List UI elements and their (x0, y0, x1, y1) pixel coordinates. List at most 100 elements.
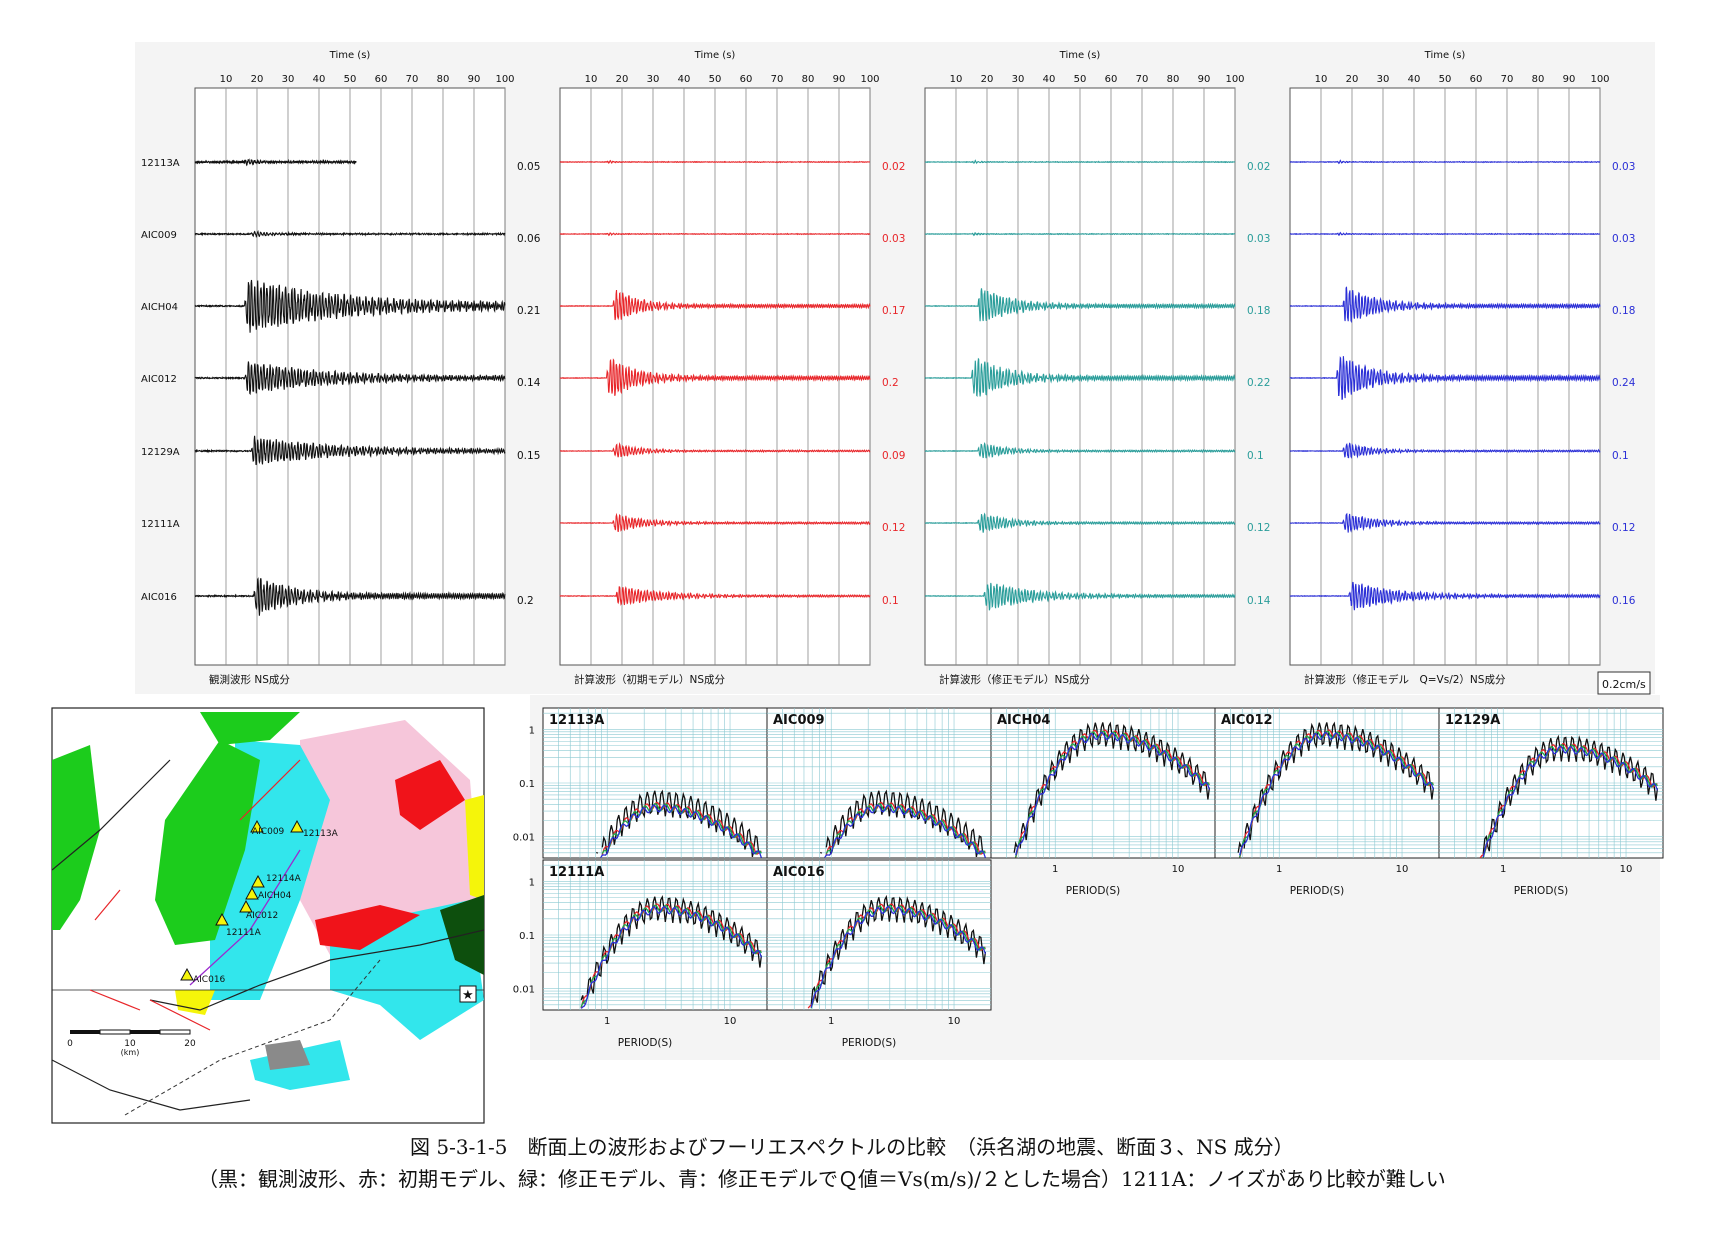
peak-value-12129A: 0.09 (882, 450, 905, 462)
peak-value-AIC009: 0.03 (882, 233, 905, 245)
spectrum-panel-12111A: 12111A 1 0.1 0.01 1 10 PERIOD(S) (513, 859, 768, 1049)
map-dashed-line (124, 959, 381, 1116)
trace-AICH04 (194, 279, 506, 333)
peak-value-AICH04: 0.21 (517, 305, 540, 317)
spectrum-x-tick-label: 1 (1052, 864, 1058, 875)
spectrum-x-axis-label: PERIOD(S) (1290, 885, 1345, 897)
peak-value-AIC012: 0.24 (1612, 377, 1636, 389)
trace-12111A (1289, 512, 1601, 533)
time-tick-label: 30 (647, 74, 660, 85)
station-label: AIC012 (141, 374, 177, 385)
station-label: 12113A (141, 158, 180, 169)
map-station-label: 12114A (266, 874, 302, 884)
time-tick-label: 30 (1012, 74, 1025, 85)
trace-AICH04 (559, 289, 871, 321)
waveform-panel-q: Time (s) 10 20 30 40 50 60 70 80 90 100 0.03 0.03 0.1… (1289, 50, 1636, 686)
map-region-gray (265, 1040, 310, 1070)
trace-12113A (1289, 159, 1601, 165)
peak-value-AIC016: 0.16 (1612, 595, 1636, 607)
trace-AIC009 (194, 229, 506, 238)
time-axis-label: Time (s) (694, 50, 736, 61)
spectrum-x-tick-label: 10 (724, 1016, 737, 1027)
trace-AICH04 (924, 288, 1236, 322)
trace-12129A (924, 441, 1236, 459)
spectrum-curve-q-modified (1482, 745, 1659, 858)
spectrum-panel-AIC016: AIC016 1 10 PERIOD(S) (766, 859, 992, 1049)
peak-value-AICH04: 0.18 (1247, 305, 1270, 317)
scale-label: 0.2cm/s (1602, 678, 1646, 691)
time-tick-label: 90 (468, 74, 481, 85)
time-tick-label: 40 (678, 74, 691, 85)
peak-value-AIC016: 0.1 (882, 595, 899, 607)
trace-12129A (194, 435, 506, 466)
map-region-green (52, 745, 100, 930)
trace-12111A (924, 512, 1236, 533)
time-tick-label: 70 (1136, 74, 1149, 85)
trace-AIC012 (924, 357, 1236, 397)
spectrum-curve-q-modified (810, 905, 987, 1008)
time-tick-label: 60 (375, 74, 388, 85)
map-region-green-3 (200, 712, 300, 745)
spectrum-panel-12129A: 12129A 1 10 PERIOD(S) (1438, 707, 1664, 897)
trace-12113A (559, 159, 870, 164)
peak-value-12113A: 0.05 (517, 161, 540, 173)
time-tick-label: 40 (1408, 74, 1421, 85)
map-station-label: AIC012 (246, 911, 278, 921)
time-tick-label: 40 (313, 74, 326, 85)
spectrum-x-tick-label: 1 (828, 1016, 834, 1027)
peak-value-12111A: 0.12 (882, 522, 905, 534)
spectrum-y-tick-label: 0.1 (519, 931, 535, 942)
scale-bar-segment (159, 1029, 191, 1035)
spectrum-x-axis-label: PERIOD(S) (842, 1037, 897, 1049)
map-station-label: AIC009 (252, 827, 285, 837)
trace-12113A (194, 158, 357, 167)
spectrum-x-tick-label: 10 (1620, 864, 1633, 875)
time-tick-label: 100 (495, 74, 514, 85)
map-region-yellow (465, 795, 484, 900)
spectrum-y-tick-label: 1 (529, 877, 535, 888)
scale-bar-tick-label: 0 (67, 1039, 73, 1049)
trace-12113A (924, 159, 1236, 165)
spectrum-station-label: AIC012 (1221, 713, 1273, 728)
time-tick-label: 100 (1225, 74, 1244, 85)
spectrum-curve-observed (1013, 721, 1211, 853)
spectrum-panel-AIC009: AIC009 (766, 707, 992, 858)
peak-value-12113A: 0.02 (1247, 161, 1270, 173)
time-axis-label: Time (s) (1424, 50, 1466, 61)
peak-value-12113A: 0.03 (1612, 161, 1635, 173)
map-station-label: AICH04 (258, 891, 292, 901)
station-label: AIC009 (141, 230, 177, 241)
spectrum-y-tick-label: 0.01 (513, 985, 535, 996)
trace-AIC009 (559, 232, 871, 237)
spectrum-y-tick-label: 1 (529, 725, 535, 736)
time-tick-label: 60 (1105, 74, 1118, 85)
time-tick-label: 60 (1470, 74, 1483, 85)
time-tick-label: 30 (282, 74, 295, 85)
time-tick-label: 20 (616, 74, 629, 85)
trace-AIC009 (925, 232, 1236, 237)
panel-title: 観測波形 NS成分 (209, 673, 290, 686)
trace-12129A (1289, 442, 1601, 459)
amplitude-scale: 0.2cm/s (1597, 671, 1651, 695)
waveform-panel-mod: Time (s) 10 20 30 40 50 60 70 80 90 100 0.02 0.03 0.1… (924, 50, 1271, 686)
time-tick-label: 50 (709, 74, 722, 85)
time-tick-label: 20 (251, 74, 264, 85)
trace-AIC016 (559, 586, 871, 606)
scale-bar-tick-label: 20 (184, 1039, 196, 1049)
time-tick-label: 100 (860, 74, 879, 85)
time-tick-label: 70 (406, 74, 419, 85)
panel-title: 計算波形（初期モデル）NS成分 (574, 673, 726, 686)
spectrum-y-tick-label: 0.1 (519, 779, 535, 790)
station-label: AICH04 (141, 302, 178, 313)
trace-AICH04 (1290, 286, 1601, 324)
map-station-marker (250, 819, 264, 833)
scale-bar-segment (70, 1030, 100, 1034)
scale-bar-segment (130, 1030, 160, 1034)
spectrum-curve-q-modified (1239, 731, 1435, 856)
time-axis-label: Time (s) (1059, 50, 1101, 61)
map-station-label: AIC016 (193, 975, 226, 985)
time-tick-label: 80 (1167, 74, 1180, 85)
map-region-red (395, 760, 465, 830)
